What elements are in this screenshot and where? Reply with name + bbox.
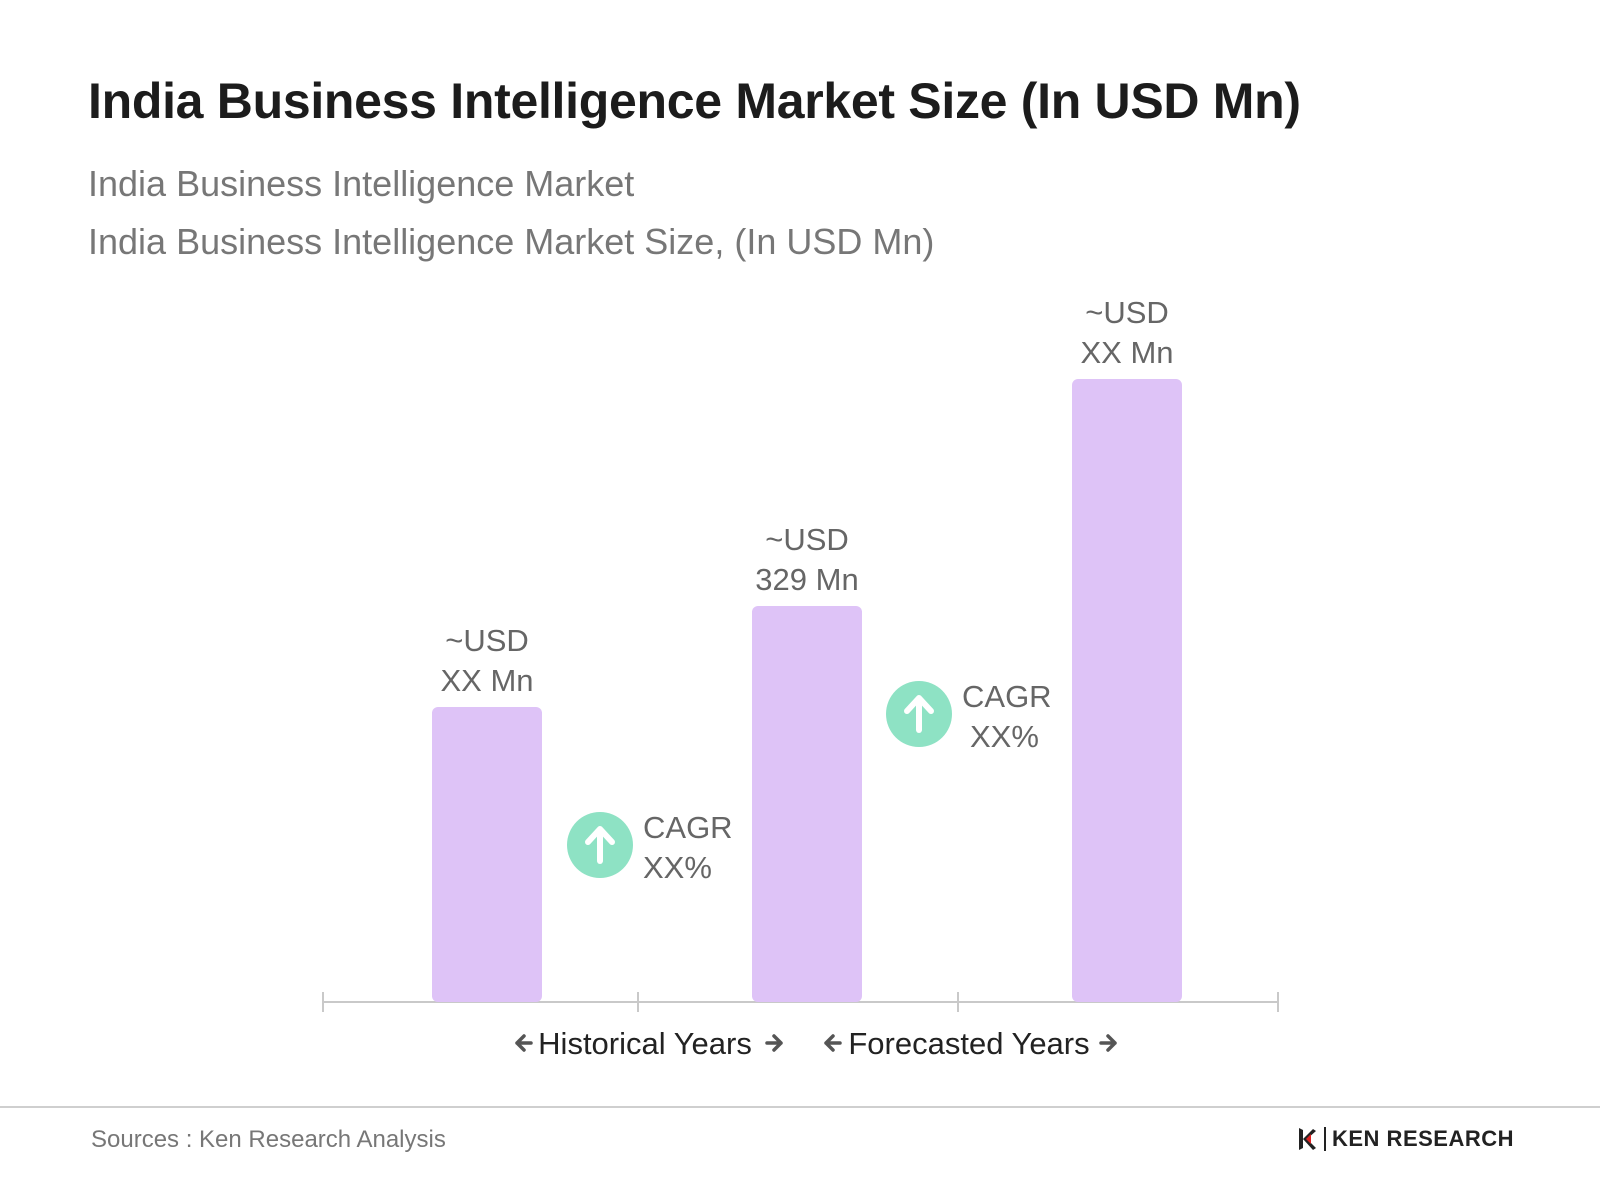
arrow-left-icon — [824, 1034, 842, 1052]
axis-segment-label: Forecasted Years — [848, 1026, 1089, 1061]
bar-value-label: XX Mn — [440, 663, 533, 698]
arrow-right-icon — [765, 1034, 783, 1052]
source-note: Sources : Ken Research Analysis — [91, 1126, 446, 1153]
bar — [1072, 379, 1182, 1002]
logo-separator — [1324, 1127, 1326, 1151]
arrow-left-icon — [515, 1034, 533, 1052]
market-size-chart: ~USD XX Mn ~USD 329 Mn ~USD XX Mn CAGR XX% CAGR X… — [322, 295, 1279, 1061]
arrow-right-icon — [1099, 1034, 1117, 1052]
page-title: India Business Intelligence Market Size … — [88, 73, 1301, 129]
bar-value-label: ~USD — [1085, 295, 1169, 330]
bar-value-label: ~USD — [445, 623, 529, 658]
chart-subtitle-size: India Business Intelligence Market Size,… — [88, 221, 935, 262]
bar — [752, 606, 862, 1002]
arrow-head — [585, 826, 615, 845]
bar-value-label: XX Mn — [1080, 335, 1173, 370]
cagr-label: XX% — [970, 719, 1039, 754]
bar-value-label: 329 Mn — [755, 562, 858, 597]
brand-logo: KEN RESEARCH — [1296, 1126, 1514, 1152]
ken-research-logo-icon — [1299, 1128, 1316, 1150]
logo-text: KEN RESEARCH — [1332, 1126, 1515, 1151]
cagr-label: CAGR — [643, 810, 733, 845]
footer-divider — [0, 1106, 1600, 1108]
chart-subtitle-market: India Business Intelligence Market — [88, 163, 635, 204]
cagr-label: CAGR — [962, 679, 1052, 714]
axis-segment-label: Historical Years — [538, 1026, 752, 1061]
cagr-label: XX% — [643, 850, 712, 885]
bar-value-label: ~USD — [765, 522, 849, 557]
bar — [432, 707, 542, 1002]
arrow-head — [904, 695, 934, 714]
